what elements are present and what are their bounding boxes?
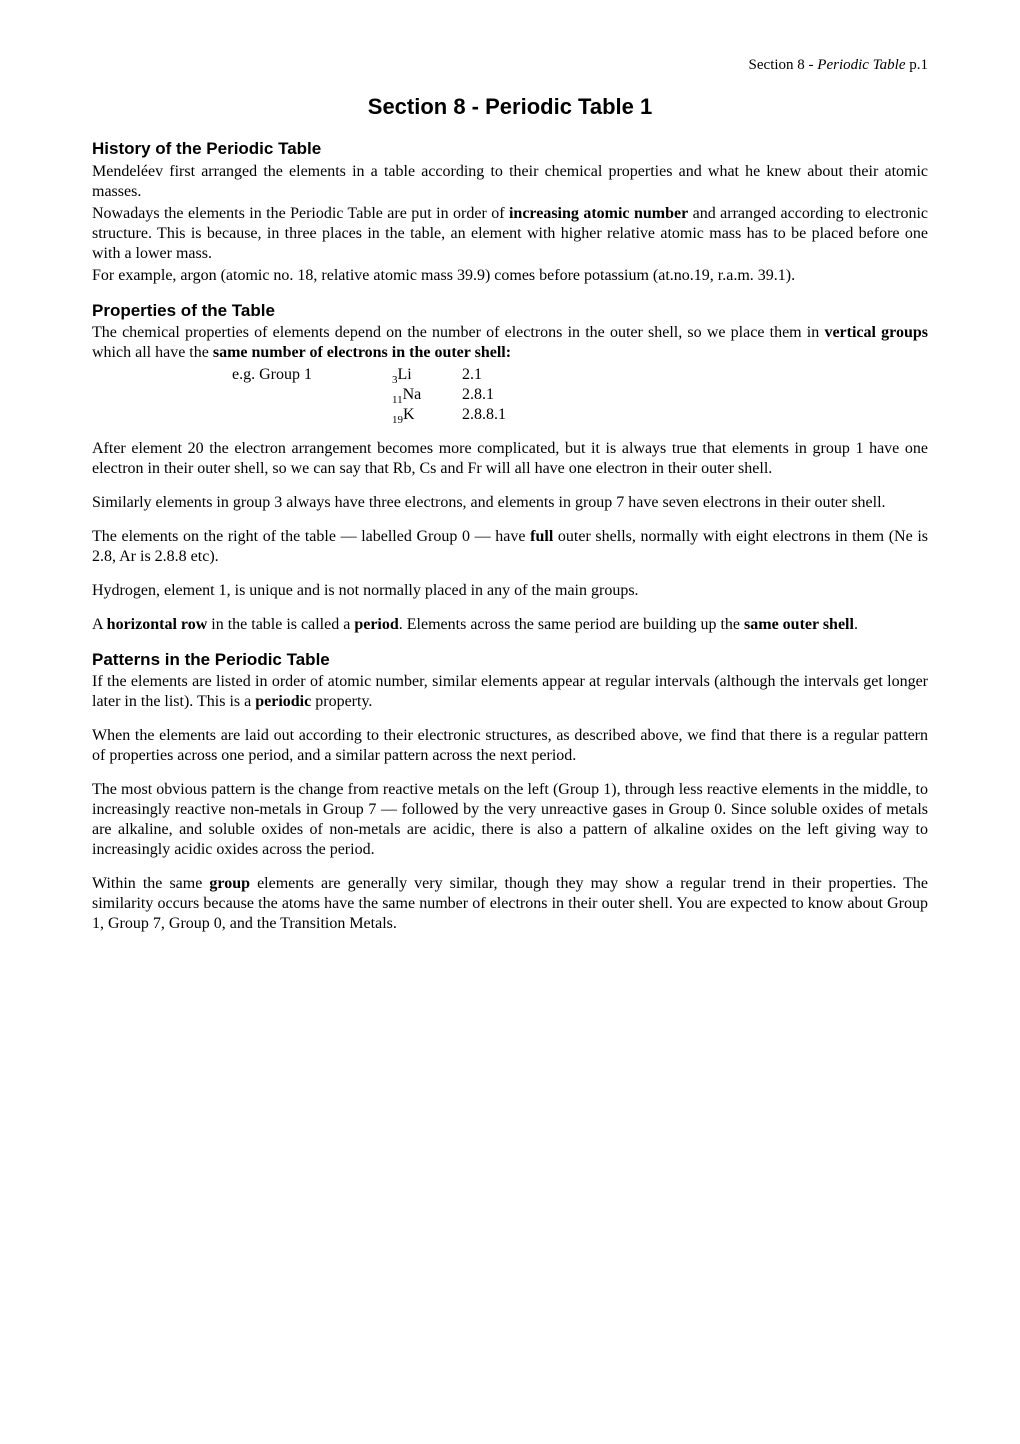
example-symbol: 3Li <box>392 365 462 385</box>
text-bold: horizontal row <box>107 616 208 633</box>
text-bold: period <box>354 616 398 633</box>
heading-properties: Properties of the Table <box>92 300 928 321</box>
patterns-p1: If the elements are listed in order of a… <box>92 672 928 712</box>
example-symbol: 19K <box>392 405 462 425</box>
text-span: . Elements across the same period are bu… <box>399 616 744 633</box>
patterns-p4: Within the same group elements are gener… <box>92 874 928 934</box>
history-p2: Nowadays the elements in the Periodic Ta… <box>92 204 928 264</box>
example-row: e.g. Group 1 3Li 2.1 <box>92 365 928 385</box>
example-label: e.g. Group 1 <box>92 365 392 385</box>
text-span: Within the same <box>92 875 209 892</box>
text-span: A <box>92 616 107 633</box>
properties-p1: The chemical properties of elements depe… <box>92 323 928 363</box>
element-symbol: Li <box>398 366 412 383</box>
text-span: which all have the <box>92 344 213 361</box>
text-span: Nowadays the elements in the Periodic Ta… <box>92 205 509 222</box>
text-bold: periodic <box>255 693 311 710</box>
subscript: 19 <box>392 414 403 426</box>
example-symbol: 11Na <box>392 385 462 405</box>
text-bold: same number of electrons in the outer sh… <box>213 344 511 361</box>
example-value: 2.8.8.1 <box>462 405 582 425</box>
element-symbol: K <box>403 406 415 423</box>
page-title: Section 8 - Periodic Table 1 <box>92 93 928 121</box>
text-bold: increasing atomic number <box>509 205 688 222</box>
history-p1: Mendeléev first arranged the elements in… <box>92 162 928 202</box>
header-page: p.1 <box>906 57 929 73</box>
patterns-p2: When the elements are laid out according… <box>92 726 928 766</box>
example-label-empty <box>92 385 392 405</box>
properties-p4: The elements on the right of the table —… <box>92 527 928 567</box>
example-row: 11Na 2.8.1 <box>92 385 928 405</box>
properties-p2: After element 20 the electron arrangemen… <box>92 439 928 479</box>
heading-history: History of the Periodic Table <box>92 138 928 159</box>
text-span: The chemical properties of elements depe… <box>92 324 824 341</box>
text-bold: same outer shell <box>744 616 854 633</box>
example-value: 2.1 <box>462 365 582 385</box>
history-p3: For example, argon (atomic no. 18, relat… <box>92 266 928 286</box>
text-span: If the elements are listed in order of a… <box>92 673 928 710</box>
example-value: 2.8.1 <box>462 385 582 405</box>
example-row: 19K 2.8.8.1 <box>92 405 928 425</box>
text-span: . <box>854 616 858 633</box>
text-span: The elements on the right of the table —… <box>92 528 530 545</box>
text-span: property. <box>311 693 372 710</box>
text-bold: vertical groups <box>824 324 928 341</box>
text-bold: full <box>530 528 553 545</box>
text-span: in the table is called a <box>207 616 354 633</box>
properties-p5: Hydrogen, element 1, is unique and is no… <box>92 581 928 601</box>
page-header: Section 8 - Periodic Table p.1 <box>92 56 928 75</box>
patterns-p3: The most obvious pattern is the change f… <box>92 780 928 860</box>
text-bold: group <box>209 875 250 892</box>
header-section: Section 8 - <box>749 57 818 73</box>
header-italic: Periodic Table <box>817 57 905 73</box>
heading-patterns: Patterns in the Periodic Table <box>92 649 928 670</box>
properties-p3: Similarly elements in group 3 always hav… <box>92 493 928 513</box>
example-block: e.g. Group 1 3Li 2.1 11Na 2.8.1 19K 2.8.… <box>92 365 928 425</box>
element-symbol: Na <box>403 386 422 403</box>
properties-p6: A horizontal row in the table is called … <box>92 615 928 635</box>
example-label-empty <box>92 405 392 425</box>
